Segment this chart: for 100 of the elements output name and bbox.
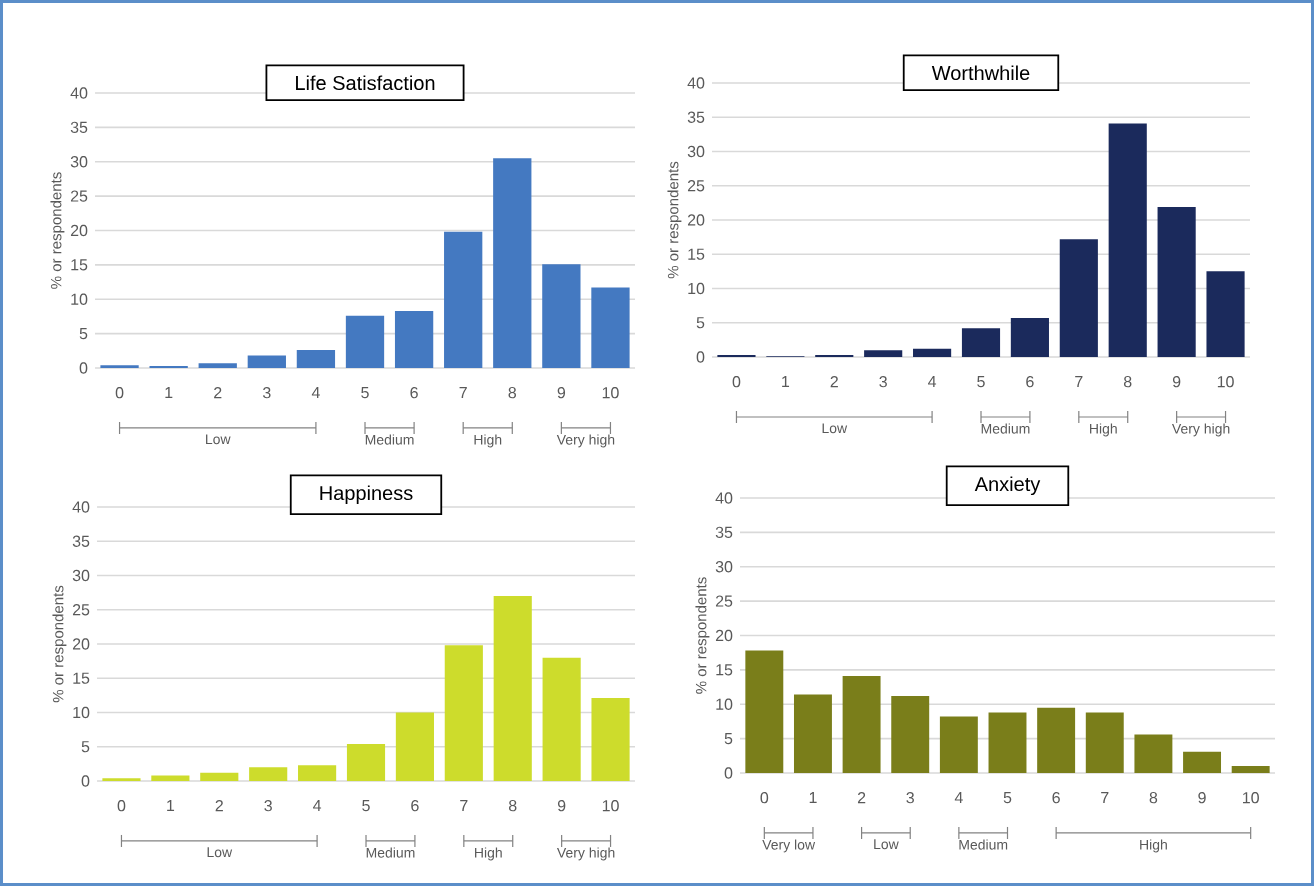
- x-tick-label: 5: [977, 376, 985, 388]
- y-tick-label: 35: [687, 111, 705, 123]
- y-tick-label: 15: [71, 259, 88, 271]
- bar: [151, 775, 190, 781]
- text: Low: [207, 847, 233, 858]
- text: High: [475, 847, 502, 861]
- bar: [1059, 239, 1098, 357]
- bar: [591, 698, 630, 781]
- x-tick-label: 0: [115, 387, 124, 399]
- x-tick-label: 6: [410, 387, 418, 399]
- y-tick-label: 35: [72, 535, 90, 547]
- x-tick-label: 0: [732, 376, 741, 388]
- chart-title: Life Satisfaction: [296, 75, 435, 91]
- x-tick-label: 8: [1149, 792, 1158, 804]
- y-tick-label: 30: [70, 156, 88, 168]
- x-tick-label: 5: [362, 800, 370, 812]
- bar: [939, 716, 978, 773]
- x-tick-label: 1: [167, 800, 175, 812]
- bar: [864, 350, 903, 357]
- text: High: [1140, 839, 1167, 853]
- y-tick-label: 5: [696, 317, 705, 329]
- y-tick-label: 35: [70, 121, 88, 134]
- x-tick-label: 6: [1026, 376, 1034, 388]
- text: Medium: [981, 423, 1030, 434]
- bar: [395, 712, 434, 781]
- chart-title: Worthwhile: [931, 65, 1030, 81]
- y-tick-label: 20: [687, 214, 705, 226]
- x-tick-label: 4: [954, 792, 963, 804]
- x-tick-label: 4: [928, 376, 937, 388]
- bar: [1183, 751, 1222, 773]
- bar: [1085, 712, 1124, 773]
- x-tick-label: 7: [1101, 792, 1109, 804]
- y-tick-label: 10: [688, 282, 705, 295]
- bar: [1108, 123, 1147, 357]
- y-tick-label: 25: [687, 180, 705, 192]
- bar: [542, 264, 581, 368]
- y-tick-label: 15: [716, 664, 733, 676]
- x-tick-label: 9: [1172, 376, 1181, 388]
- x-tick-label: 7: [1075, 376, 1083, 388]
- y-tick-label: 20: [72, 638, 90, 650]
- x-tick-label: 9: [1198, 792, 1206, 804]
- bar: [988, 712, 1027, 773]
- y-tick-label: 30: [72, 569, 90, 582]
- bar: [591, 287, 630, 368]
- bar: [298, 765, 337, 781]
- y-tick-label: 5: [79, 328, 88, 340]
- bar: [842, 676, 881, 773]
- bar: [249, 767, 288, 781]
- x-tick-label: 4: [313, 800, 322, 812]
- y-tick-label: 15: [73, 672, 90, 684]
- bar: [542, 657, 581, 781]
- y-tick-label: 20: [715, 629, 733, 642]
- x-tick-label: 2: [214, 387, 222, 399]
- bar: [745, 650, 784, 773]
- x-tick-label: 2: [857, 792, 866, 804]
- y-tick-label: 30: [715, 561, 733, 573]
- bar: [198, 363, 237, 368]
- bar: [717, 354, 756, 357]
- bar: [394, 310, 434, 368]
- text: Very high: [556, 847, 615, 861]
- bar: [346, 744, 386, 781]
- bar: [493, 596, 532, 781]
- x-tick-label: 3: [262, 387, 271, 399]
- bar: [444, 231, 483, 368]
- y-tick-label: 10: [71, 293, 88, 305]
- bar: [891, 695, 930, 773]
- y-tick-label: 25: [70, 190, 88, 202]
- y-axis-title: % or respondents: [667, 161, 682, 279]
- bar: [493, 158, 532, 368]
- text: Very low: [762, 839, 816, 853]
- y-axis-title: % or respondents: [695, 577, 710, 694]
- text: Low: [874, 839, 899, 850]
- x-tick-label: 5: [1003, 792, 1012, 804]
- x-tick-label: 8: [1123, 376, 1132, 388]
- x-tick-label: 3: [879, 376, 887, 388]
- bar: [200, 772, 239, 781]
- x-tick-label: 3: [264, 800, 272, 812]
- x-tick-label: 10: [1243, 792, 1259, 804]
- bar: [247, 355, 286, 368]
- y-tick-label: 10: [73, 706, 90, 719]
- x-tick-label: 1: [809, 792, 817, 804]
- y-tick-label: 30: [687, 145, 705, 158]
- y-tick-label: 25: [72, 604, 90, 616]
- x-tick-label: 8: [508, 800, 517, 812]
- bar: [149, 365, 188, 368]
- y-tick-label: 35: [715, 526, 733, 539]
- bar: [1134, 734, 1173, 773]
- bar: [102, 778, 141, 781]
- y-tick-label: 25: [715, 595, 733, 607]
- x-tick-label: 10: [602, 387, 619, 399]
- bar: [1037, 707, 1076, 773]
- bar: [793, 694, 832, 773]
- bar: [1231, 766, 1270, 773]
- bar: [100, 365, 139, 368]
- x-tick-label: 0: [760, 792, 769, 804]
- y-tick-label: 0: [79, 362, 88, 374]
- x-tick-label: 1: [782, 376, 790, 388]
- x-tick-label: 6: [1052, 792, 1060, 804]
- bar: [296, 350, 336, 368]
- x-tick-label: 9: [557, 387, 566, 399]
